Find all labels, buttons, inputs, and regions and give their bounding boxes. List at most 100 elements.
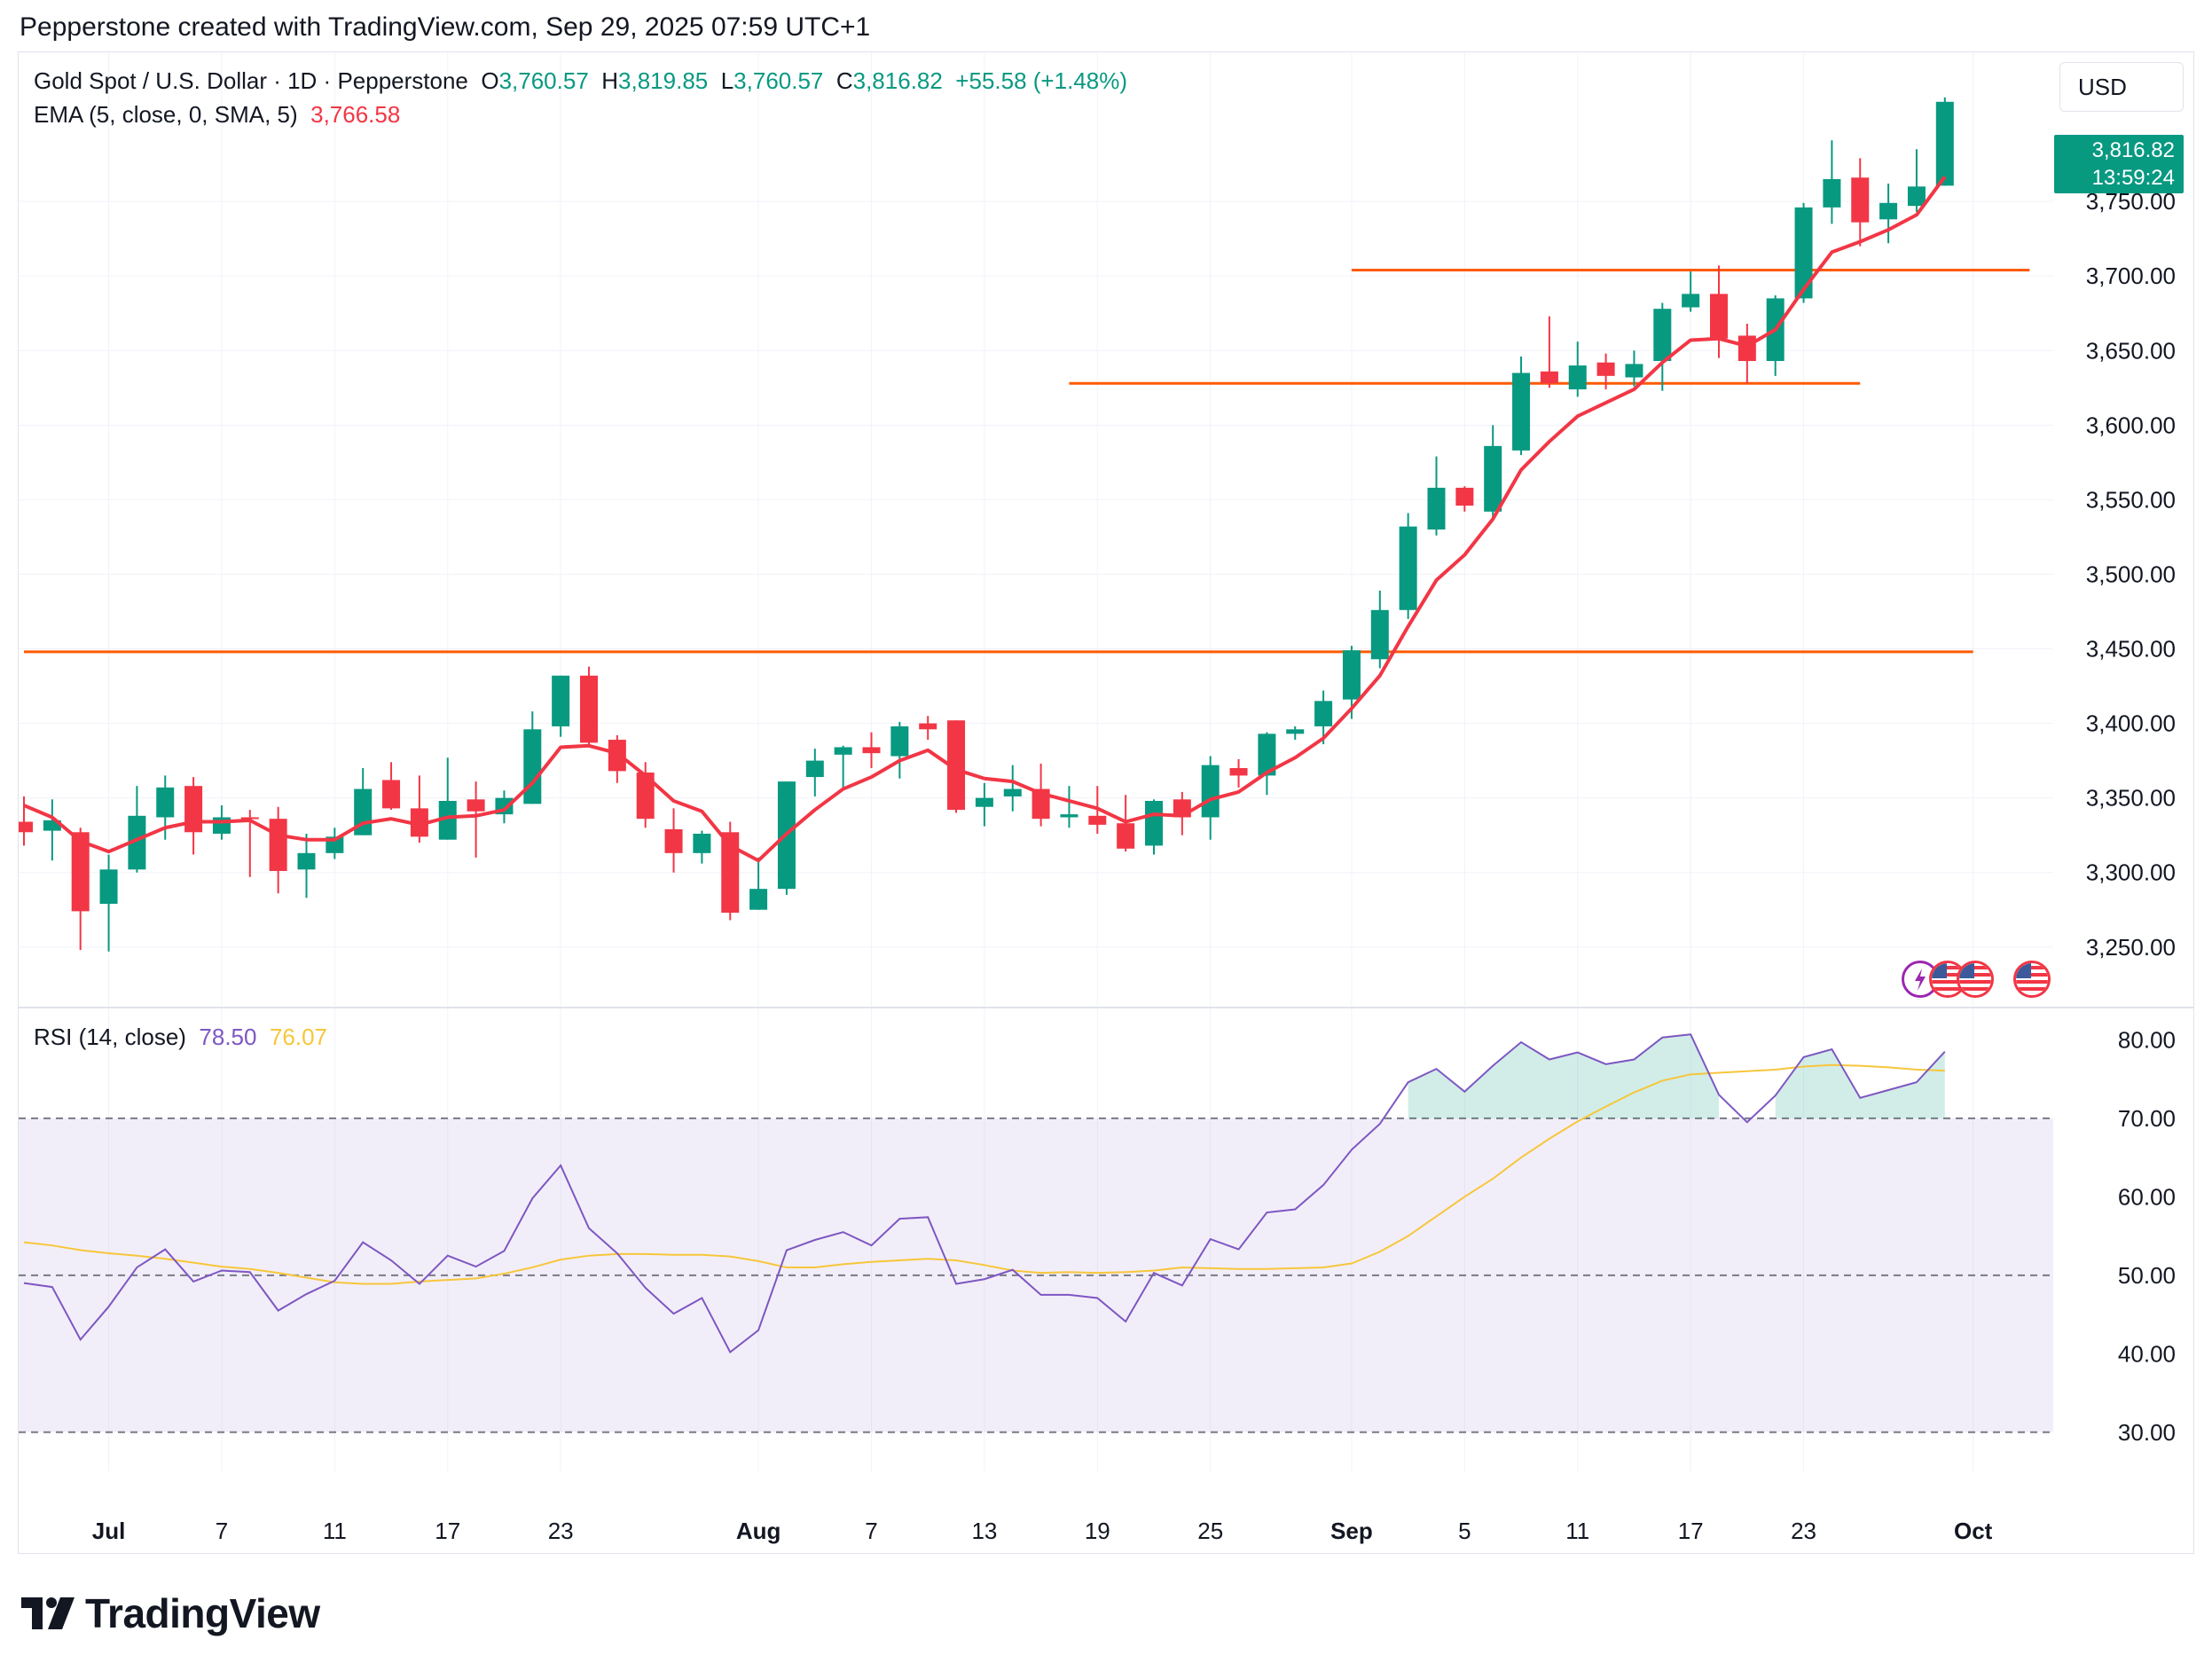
high-value: 3,819.85 <box>618 67 709 94</box>
ema-label: EMA (5, close, 0, SMA, 5) <box>34 101 298 128</box>
candle-body <box>1229 768 1248 776</box>
time-tick-label: 5 <box>1458 1518 1471 1544</box>
open-label: O <box>481 67 499 94</box>
candle-body <box>693 833 711 853</box>
candle-body <box>128 815 146 870</box>
ema-line <box>23 176 1947 863</box>
candle-body <box>1737 335 1756 362</box>
candle-body <box>1568 365 1587 389</box>
candle-body <box>1370 609 1389 660</box>
candle-body <box>382 780 401 809</box>
rsi-line <box>23 1033 1946 1354</box>
candle-body <box>721 832 740 914</box>
chart-attribution: Pepperstone created with TradingView.com… <box>20 12 871 42</box>
candle-body <box>240 817 259 820</box>
candle-body <box>19 821 33 833</box>
price-tick-label: 3,400.00 <box>2086 710 2176 737</box>
time-tick-label: Aug <box>736 1518 781 1544</box>
price-tick-label: 3,450.00 <box>2086 636 2176 663</box>
candle-body <box>1907 186 1926 207</box>
low-value: 3,760.57 <box>733 67 824 94</box>
candle-body <box>1427 487 1446 530</box>
candle-body <box>1003 788 1022 796</box>
chart-canvas[interactable]: 3,250.00 3,300.00 3,350.00 3,400.00 3,450.00… <box>19 52 2193 1553</box>
price-tick-label: 3,300.00 <box>2086 859 2176 886</box>
candle-body <box>467 799 485 812</box>
close-label: C <box>835 67 853 94</box>
tradingview-logo: TradingView <box>21 1589 320 1637</box>
candle-body <box>834 747 852 755</box>
candle-body <box>1314 701 1333 726</box>
candle-body <box>1060 814 1079 818</box>
candle-body <box>1823 178 1841 208</box>
tradingview-logo-icon <box>21 1597 75 1629</box>
candle-body <box>749 889 768 910</box>
candle-body <box>947 720 966 811</box>
rsi-tick-label: 40.00 <box>2118 1340 2176 1367</box>
ema-value: 3,766.58 <box>310 101 401 128</box>
candle-body <box>919 723 937 730</box>
candle-body <box>1935 101 1954 186</box>
rsi-value: 78.50 <box>199 1024 257 1050</box>
candle-body <box>890 726 909 757</box>
rsi-ma-line <box>23 1063 1945 1285</box>
candle-body <box>1879 202 1898 220</box>
candle-body <box>99 869 118 904</box>
candle-body <box>184 786 203 833</box>
price-tick-label: 3,500.00 <box>2086 561 2176 587</box>
candle-body <box>580 675 598 743</box>
time-tick-label: 19 <box>1085 1518 1110 1544</box>
rsi-tick-label: 50.00 <box>2118 1262 2176 1289</box>
candle-body <box>1201 765 1220 818</box>
rsi-tick-label: 30.00 <box>2118 1419 2176 1446</box>
candle-body <box>438 800 457 840</box>
change-value: +55.58 (+1.48%) <box>955 67 1127 94</box>
candle-body <box>636 773 655 820</box>
low-label: L <box>720 67 734 94</box>
chart-frame: 3,250.00 3,300.00 3,350.00 3,400.00 3,450.00… <box>18 51 2194 1554</box>
bar-countdown: 13:59:24 <box>2091 166 2175 190</box>
rsi-tick-label: 70.00 <box>2118 1105 2176 1132</box>
open-value: 3,760.57 <box>498 67 589 94</box>
rsi-legend: RSI (14, close) 78.50 76.07 <box>34 1024 327 1051</box>
time-tick-label: Sep <box>1330 1518 1373 1544</box>
candle-body <box>1455 487 1474 506</box>
last-price: 3,816.82 <box>2091 138 2175 162</box>
candle-body <box>805 760 824 778</box>
candle-body <box>43 820 61 831</box>
close-value: 3,816.82 <box>852 67 943 94</box>
candle-body <box>1286 729 1305 734</box>
us-flag-icon[interactable] <box>1957 961 1994 998</box>
time-tick-label: 7 <box>865 1518 877 1544</box>
candle-body <box>1145 800 1163 846</box>
candle-body <box>1596 362 1615 376</box>
rsi-tick-label: 60.00 <box>2118 1183 2176 1210</box>
candle-body <box>410 808 428 837</box>
rsi-tick-label: 80.00 <box>2118 1026 2176 1053</box>
candle-body <box>71 832 90 912</box>
time-tick-label: 25 <box>1197 1518 1223 1544</box>
rsi-overbought-fill <box>1408 1034 1719 1118</box>
candle-body <box>1710 294 1728 339</box>
candle-body <box>1625 364 1643 378</box>
candle-body <box>1484 445 1502 512</box>
price-tick-label: 3,250.00 <box>2086 934 2176 961</box>
currency-selector[interactable]: USD <box>2059 62 2184 112</box>
candle-body <box>1682 294 1700 308</box>
candle-body <box>297 852 316 870</box>
candle-body <box>156 787 175 818</box>
candle-body <box>552 675 570 726</box>
time-tick-label: 11 <box>1565 1518 1589 1544</box>
rsi-ma-value: 76.07 <box>269 1024 328 1050</box>
time-tick-label: Jul <box>92 1518 126 1544</box>
us-flag-icon[interactable] <box>2013 961 2051 998</box>
candle-body <box>1851 177 1870 223</box>
candle-body <box>975 797 993 807</box>
candle-body <box>1088 815 1107 825</box>
price-tick-label: 3,600.00 <box>2086 412 2176 438</box>
candle-body <box>1794 207 1813 299</box>
price-tick-label: 3,650.00 <box>2086 337 2176 364</box>
symbol-title: Gold Spot / U.S. Dollar · 1D · Peppersto… <box>34 67 468 94</box>
tradingview-logo-text: TradingView <box>85 1590 320 1636</box>
rsi-label: RSI (14, close) <box>34 1024 186 1050</box>
